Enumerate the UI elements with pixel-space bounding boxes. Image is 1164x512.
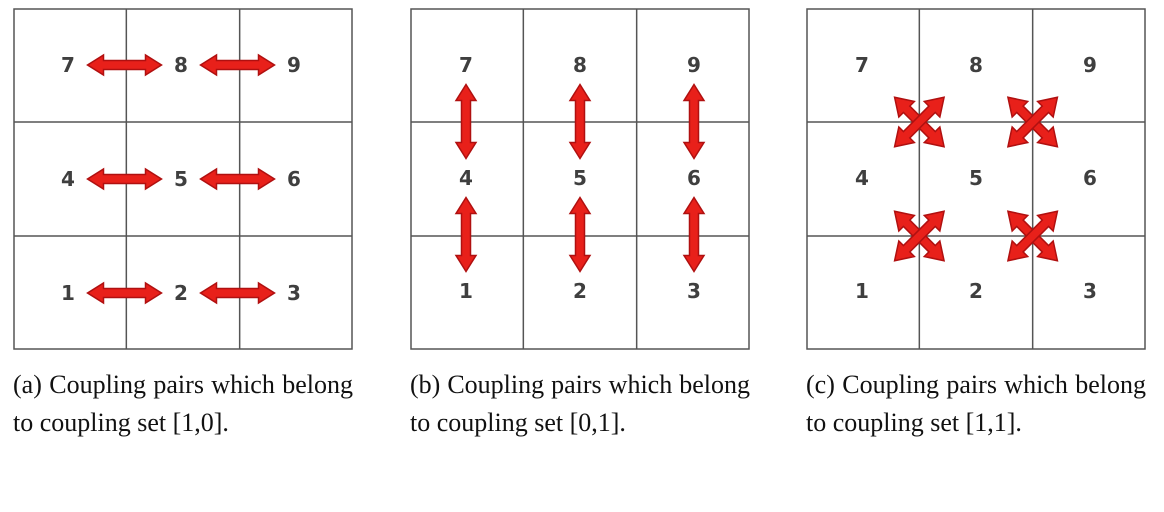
double-arrow-vertical	[682, 83, 706, 160]
cell-label: 8	[573, 53, 587, 77]
double-arrow-horizontal	[199, 281, 276, 305]
cell-label: 4	[855, 166, 869, 190]
grid-border	[806, 8, 1146, 350]
cell-label: 7	[855, 53, 869, 77]
cell-label: 5	[174, 167, 188, 191]
panel-a: 7 8 9 4 5 6 1 2 3 (a) Coupling pairs which belon…	[13, 0, 353, 512]
panel-b: 7 8 9 4 5 6 1 2 3 (b) Coupling pairs which belon…	[410, 0, 750, 512]
cell-label: 7	[459, 53, 473, 77]
cell-label: 1	[61, 281, 75, 305]
cell-label: 3	[287, 281, 301, 305]
grid-border	[410, 8, 750, 350]
cell-label: 9	[287, 53, 301, 77]
double-arrow-vertical	[568, 196, 592, 273]
cell-label: 1	[459, 279, 473, 303]
double-arrow-vertical	[454, 83, 478, 160]
cell-label: 6	[687, 166, 701, 190]
double-arrow-diagonal	[1006, 96, 1059, 148]
cell-label: 2	[174, 281, 188, 305]
cell-label: 3	[687, 279, 701, 303]
grid-a: 7 8 9 4 5 6 1 2 3	[13, 8, 353, 350]
cell-label: 5	[573, 166, 587, 190]
panel-c: 7 8 9 4 5 6 1 2 3 (c) Coupling pairs which belon…	[806, 0, 1146, 512]
double-arrow-vertical	[682, 196, 706, 273]
cell-label: 2	[573, 279, 587, 303]
double-arrow-diagonal	[893, 96, 946, 148]
cell-label: 1	[855, 279, 869, 303]
cell-label: 9	[1083, 53, 1097, 77]
double-arrow-horizontal	[86, 53, 163, 77]
grid-c: 7 8 9 4 5 6 1 2 3	[806, 8, 1146, 350]
cell-label: 4	[61, 167, 75, 191]
double-arrow-vertical	[454, 196, 478, 273]
cell-label: 4	[459, 166, 473, 190]
double-arrow-vertical	[568, 83, 592, 160]
cell-label: 8	[969, 53, 983, 77]
double-arrow-horizontal	[199, 53, 276, 77]
caption-b: (b) Coupling pairs which belong to coupl…	[410, 370, 750, 437]
double-arrow-horizontal	[199, 167, 276, 191]
caption-c: (c) Coupling pairs which belong to coupl…	[806, 370, 1146, 437]
double-arrow-horizontal	[86, 281, 163, 305]
caption-a: (a) Coupling pairs which belong to coupl…	[13, 370, 353, 437]
double-arrow-diagonal	[1006, 210, 1059, 262]
cell-label: 9	[687, 53, 701, 77]
cell-label: 6	[1083, 166, 1097, 190]
grid-b: 7 8 9 4 5 6 1 2 3	[410, 8, 750, 350]
cell-label: 7	[61, 53, 75, 77]
cell-label: 2	[969, 279, 983, 303]
double-arrow-horizontal	[86, 167, 163, 191]
cell-label: 5	[969, 166, 983, 190]
grid-border	[13, 8, 353, 350]
cell-label: 3	[1083, 279, 1097, 303]
cell-label: 8	[174, 53, 188, 77]
cell-label: 6	[287, 167, 301, 191]
double-arrow-diagonal	[893, 210, 946, 262]
